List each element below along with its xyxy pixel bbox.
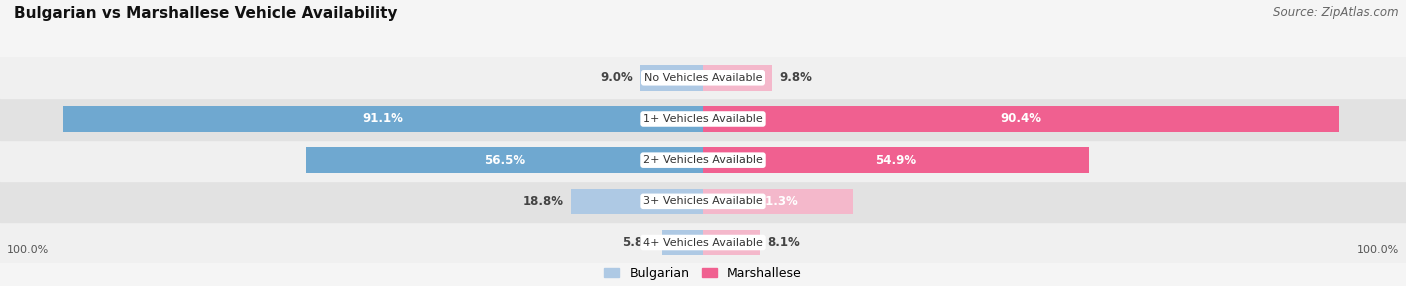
Text: 2+ Vehicles Available: 2+ Vehicles Available	[643, 155, 763, 165]
Text: 18.8%: 18.8%	[523, 195, 564, 208]
Text: 21.3%: 21.3%	[758, 195, 799, 208]
Text: 56.5%: 56.5%	[484, 154, 524, 167]
Bar	[0, 181, 1406, 222]
Bar	[703, 188, 852, 214]
Bar	[0, 57, 1406, 98]
Text: 5.8%: 5.8%	[623, 236, 655, 249]
Bar	[0, 98, 1406, 140]
Bar	[640, 65, 703, 91]
Text: 4+ Vehicles Available: 4+ Vehicles Available	[643, 238, 763, 247]
Text: Bulgarian vs Marshallese Vehicle Availability: Bulgarian vs Marshallese Vehicle Availab…	[14, 6, 398, 21]
Bar	[703, 230, 759, 255]
Bar	[571, 188, 703, 214]
Text: 1+ Vehicles Available: 1+ Vehicles Available	[643, 114, 763, 124]
Text: 3+ Vehicles Available: 3+ Vehicles Available	[643, 196, 763, 206]
Bar	[662, 230, 703, 255]
Text: 9.0%: 9.0%	[600, 71, 633, 84]
Bar	[703, 147, 1090, 173]
Bar	[703, 65, 772, 91]
Text: 8.1%: 8.1%	[768, 236, 800, 249]
Text: 91.1%: 91.1%	[363, 112, 404, 126]
Bar	[63, 106, 703, 132]
Text: Source: ZipAtlas.com: Source: ZipAtlas.com	[1274, 6, 1399, 19]
Text: 90.4%: 90.4%	[1000, 112, 1042, 126]
Bar	[0, 222, 1406, 263]
Text: 54.9%: 54.9%	[876, 154, 917, 167]
Legend: Bulgarian, Marshallese: Bulgarian, Marshallese	[605, 267, 801, 280]
Bar	[0, 140, 1406, 181]
Text: 9.8%: 9.8%	[779, 71, 811, 84]
Bar	[703, 106, 1339, 132]
Text: 100.0%: 100.0%	[7, 245, 49, 255]
Text: 100.0%: 100.0%	[1357, 245, 1399, 255]
Bar	[307, 147, 703, 173]
Text: No Vehicles Available: No Vehicles Available	[644, 73, 762, 83]
